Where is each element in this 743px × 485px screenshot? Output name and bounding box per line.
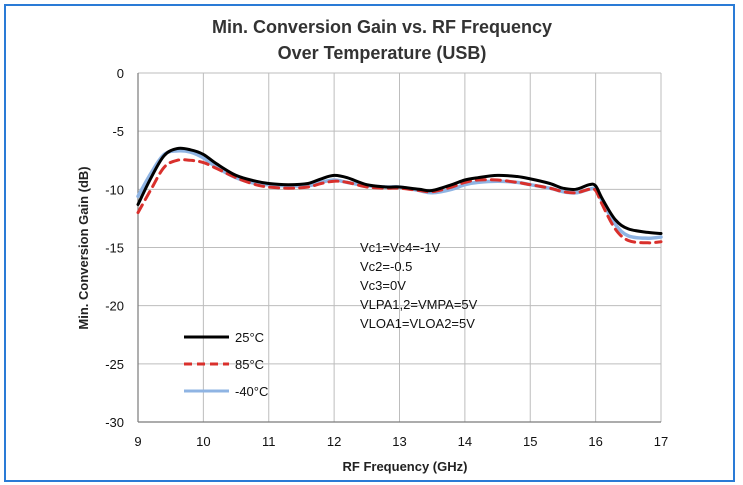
series-line-25c [136, 146, 663, 235]
condition-annotations: Vc1=Vc4=-1V Vc2=-0.5 Vc3=0V VLPA1,2=VMPA=5V… [360, 240, 478, 331]
x-tick-label: 14 [458, 434, 472, 449]
y-tick-label: -15 [105, 241, 124, 256]
legend-label: -40°C [235, 384, 268, 399]
x-tick-label: 9 [134, 434, 141, 449]
chart-title-line-1: Min. Conversion Gain vs. RF Frequency [212, 17, 552, 37]
y-axis-title: Min. Conversion Gain (dB) [76, 166, 91, 329]
x-axis-title: RF Frequency (GHz) [343, 459, 468, 474]
legend-label: 25°C [235, 330, 264, 345]
tick-labels: 9 10 11 12 13 14 15 16 17 0 -5 -10 -15 -20 -25 -30 [105, 66, 668, 449]
series-lines [136, 146, 663, 245]
chart-frame: Min. Conversion Gain vs. RF Frequency Ov… [4, 4, 735, 482]
x-tick-label: 15 [523, 434, 537, 449]
x-tick-label: 17 [654, 434, 668, 449]
annotation-line: Vc1=Vc4=-1V [360, 240, 441, 255]
axes [137, 73, 661, 423]
legend-label: 85°C [235, 357, 264, 372]
annotation-line: VLOA1=VLOA2=5V [360, 316, 475, 331]
chart-svg: Min. Conversion Gain vs. RF Frequency Ov… [76, 17, 668, 474]
y-tick-label: -30 [105, 415, 124, 430]
chart-title-line-2: Over Temperature (USB) [278, 43, 487, 63]
y-tick-label: -5 [112, 124, 124, 139]
annotation-line: Vc2=-0.5 [360, 259, 412, 274]
x-tick-label: 13 [392, 434, 406, 449]
legend: 25°C 85°C -40°C [184, 330, 268, 399]
x-tick-label: 11 [262, 434, 276, 449]
y-tick-label: -20 [105, 299, 124, 314]
annotation-line: VLPA1,2=VMPA=5V [360, 297, 478, 312]
y-tick-label: 0 [117, 66, 124, 81]
grid [138, 72, 662, 423]
y-tick-label: -10 [105, 182, 124, 197]
x-tick-label: 10 [196, 434, 210, 449]
x-tick-label: 16 [588, 434, 602, 449]
annotation-line: Vc3=0V [360, 278, 406, 293]
x-tick-label: 12 [327, 434, 341, 449]
y-tick-label: -25 [105, 357, 124, 372]
